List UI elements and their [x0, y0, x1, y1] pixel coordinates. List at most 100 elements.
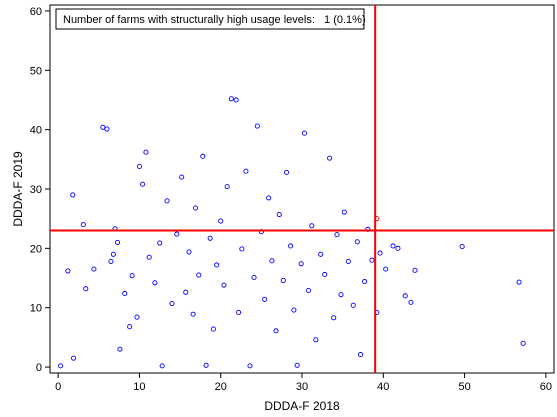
- data-point: [408, 299, 414, 305]
- x-axis: 0 10 20 30 40 50 60: [55, 373, 552, 393]
- data-point: [266, 195, 272, 201]
- data-point: [104, 126, 110, 132]
- data-point: [280, 277, 286, 283]
- data-point: [305, 287, 312, 294]
- data-point: [390, 243, 396, 249]
- data-point: [224, 184, 230, 190]
- data-point: [341, 209, 347, 215]
- data-point: [221, 282, 227, 288]
- data-point: [350, 302, 356, 308]
- data-point: [288, 243, 294, 249]
- data-point: [291, 307, 297, 313]
- data-point: [169, 301, 175, 307]
- data-point: [196, 272, 202, 278]
- threshold-layer: [50, 5, 554, 373]
- data-point: [338, 292, 344, 298]
- data-point: [143, 149, 149, 155]
- data-point: [127, 324, 133, 330]
- data-point: [327, 155, 333, 161]
- x-tick-label: 40: [377, 381, 389, 393]
- data-point: [91, 266, 97, 272]
- data-point: [200, 153, 206, 159]
- data-point: [294, 362, 300, 368]
- data-point: [251, 274, 257, 280]
- data-point: [318, 251, 324, 257]
- y-axis-title: DDDA-F 2019: [11, 151, 25, 227]
- data-point: [354, 239, 360, 245]
- data-point: [174, 231, 180, 237]
- data-point: [395, 245, 401, 251]
- data-point: [192, 205, 199, 211]
- data-point: [273, 328, 279, 334]
- x-tick-label: 10: [133, 381, 145, 393]
- data-point: [357, 352, 364, 358]
- data-point: [301, 130, 307, 136]
- data-point: [71, 355, 77, 361]
- data-point: [186, 249, 192, 255]
- data-point: [276, 211, 282, 218]
- data-point: [402, 293, 408, 299]
- y-tick-label: 0: [36, 362, 42, 374]
- data-point: [322, 271, 328, 278]
- data-point: [262, 296, 268, 302]
- data-point: [152, 280, 158, 286]
- data-point: [298, 261, 304, 267]
- data-point: [146, 254, 152, 260]
- y-tick-label: 20: [30, 243, 42, 255]
- data-point: [369, 257, 375, 263]
- plot-frame: [49, 4, 555, 374]
- annotation-text: Number of farms with structurally high u…: [63, 14, 366, 26]
- data-point: [117, 346, 123, 352]
- data-point: [65, 268, 71, 274]
- y-axis: 0 10 20 30 40 50 60: [30, 6, 50, 374]
- data-point: [345, 258, 351, 264]
- data-point: [210, 326, 216, 332]
- data-point: [122, 290, 128, 297]
- data-point: [159, 363, 165, 369]
- data-point: [334, 232, 340, 238]
- y-tick-label: 30: [30, 184, 42, 196]
- data-point: [83, 286, 89, 292]
- x-axis-title: DDDA-F 2018: [264, 399, 340, 413]
- y-tick-label: 10: [30, 303, 42, 315]
- data-point: [243, 168, 249, 174]
- data-point: [140, 181, 146, 187]
- data-point: [218, 218, 224, 224]
- data-point: [179, 174, 185, 180]
- x-tick-label: 0: [55, 381, 61, 393]
- y-tick-label: 60: [30, 6, 42, 18]
- data-point: [459, 244, 465, 250]
- x-tick-label: 60: [540, 381, 552, 393]
- y-tick-label: 50: [30, 65, 42, 77]
- data-point: [233, 97, 239, 103]
- data-point: [134, 314, 140, 320]
- data-point: [236, 309, 242, 316]
- data-point: [114, 239, 121, 245]
- data-point: [58, 363, 64, 369]
- data-point: [331, 315, 337, 321]
- data-point: [412, 267, 418, 273]
- data-point: [129, 273, 135, 279]
- data-point: [383, 266, 389, 272]
- x-tick-label: 50: [458, 381, 470, 393]
- data-point: [284, 169, 290, 175]
- data-point: [377, 250, 383, 256]
- data-point: [136, 163, 142, 169]
- y-tick-label: 40: [30, 125, 42, 137]
- data-point: [214, 262, 220, 268]
- data-point: [516, 279, 522, 285]
- data-point: [520, 340, 526, 346]
- data-point: [203, 362, 209, 368]
- data-point: [254, 123, 260, 129]
- data-point: [80, 222, 86, 228]
- annotation-box: [55, 8, 365, 30]
- data-point: [362, 279, 368, 285]
- data-point: [313, 337, 319, 343]
- x-tick-label: 30: [296, 381, 308, 393]
- data-point: [207, 235, 213, 241]
- data-point: [100, 124, 106, 130]
- data-point: [269, 258, 275, 264]
- data-point: [157, 240, 163, 246]
- data-point: [110, 251, 116, 257]
